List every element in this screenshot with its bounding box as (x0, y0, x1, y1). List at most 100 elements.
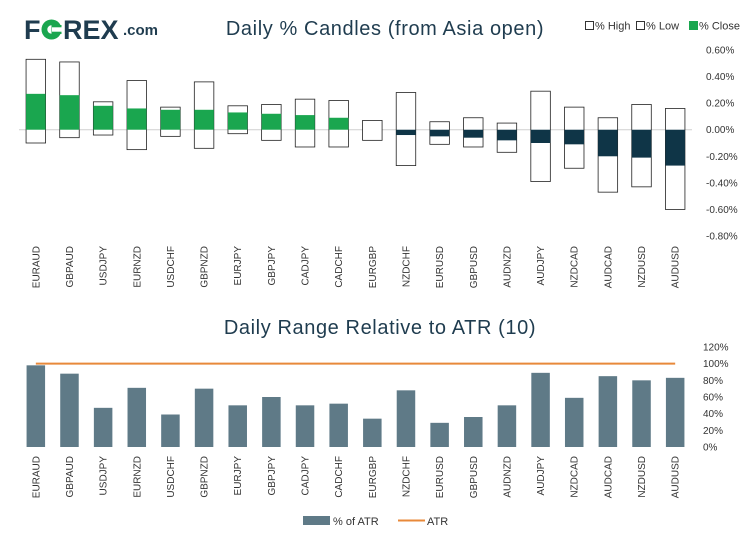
candles-x-tick-eurnzd: EURNZD (132, 246, 143, 288)
atr-x-tick-audusd: AUDUSD (671, 456, 682, 498)
candles-x-tick-cadchf: CADCHF (334, 246, 345, 288)
candle-audjpy[interactable] (530, 90, 551, 182)
candle-close-body (429, 129, 450, 137)
candles-x-tick-audnzd: AUDNZD (502, 246, 513, 288)
atr-bar-audcad[interactable] (598, 376, 618, 447)
atr-bar-gbpaud[interactable] (60, 373, 79, 447)
atr-bar-audnzd[interactable] (497, 405, 517, 447)
candle-audusd[interactable] (665, 108, 686, 210)
atr-bar-nzdchf[interactable] (396, 390, 416, 447)
atr-x-tick-nzdchf: NZDCHF (401, 456, 412, 497)
candle-close-body (396, 129, 416, 136)
atr-bar-eurjpy[interactable] (228, 405, 247, 447)
candles-legend: % High % Low % Close (585, 21, 740, 33)
candle-nzdchf[interactable] (395, 92, 417, 166)
atr-x-tick-usdjpy: USDJPY (99, 456, 110, 496)
atr-x-axis: EURAUD GBPAUD USDJPY EURNZD USDCHF GBPNZD EURJ… (31, 456, 681, 499)
candles-x-tick-nzdcad: NZDCAD (570, 246, 581, 288)
atr-legend: % of ATR ATR (303, 516, 448, 528)
legend-high-label: % High (595, 21, 630, 33)
atr-bar-gbpusd[interactable] (464, 417, 483, 447)
candle-cadjpy[interactable] (294, 98, 316, 148)
legend-pct-atr-swatch (303, 516, 330, 525)
candles-x-tick-eurjpy: EURJPY (233, 246, 244, 286)
candles-x-tick-nzdchf: NZDCHF (401, 246, 412, 287)
atr-bar-audjpy[interactable] (531, 372, 550, 447)
atr-x-tick-usdchf: USDCHF (166, 456, 177, 498)
candle-close-body (160, 109, 181, 130)
candles-chart-title: Daily % Candles (from Asia open) (226, 18, 544, 40)
legend-high-swatch (585, 21, 594, 30)
atr-bar-eurnzd[interactable] (127, 387, 147, 447)
atr-bar-gbpnzd[interactable] (194, 388, 214, 447)
atr-bar-audusd[interactable] (665, 377, 685, 447)
atr-y-tick-label: 120% (703, 343, 729, 354)
candle-close-body (26, 93, 46, 130)
candles-y-tick-label: 0.00% (706, 125, 734, 136)
logo-letter-f: F (24, 15, 41, 45)
atr-x-tick-audcad: AUDCAD (603, 456, 614, 498)
legend-close-swatch (689, 21, 698, 30)
atr-bar-nzdusd[interactable] (632, 380, 651, 447)
atr-y-axis: 120% 100% 80% 60% 40% 20% 0% (703, 343, 729, 454)
candle-gbpusd[interactable] (463, 117, 484, 148)
candle-close-body (598, 129, 618, 157)
candle-gbpaud[interactable] (59, 61, 80, 139)
atr-bar-gbpjpy[interactable] (262, 397, 281, 447)
candle-range-box (362, 120, 383, 141)
candle-range-box (395, 92, 417, 166)
candle-usdjpy[interactable] (92, 101, 114, 136)
candle-audnzd[interactable] (496, 122, 518, 153)
forex-logo[interactable]: F REX .com (24, 15, 158, 45)
candle-usdchf[interactable] (160, 106, 181, 137)
candle-eurnzd[interactable] (126, 80, 147, 151)
candles-x-tick-gbpaud: GBPAUD (65, 246, 76, 288)
candles-y-tick-label: -0.80% (706, 232, 738, 243)
atr-x-tick-nzdcad: NZDCAD (570, 456, 581, 498)
atr-bar-usdjpy[interactable] (93, 407, 113, 447)
candle-audcad[interactable] (597, 117, 619, 193)
legend-close-label: % Close (699, 21, 740, 33)
candle-gbpnzd[interactable] (193, 81, 215, 149)
candles-x-tick-gbpjpy: GBPJPY (267, 246, 278, 286)
atr-x-tick-cadjpy: CADJPY (301, 456, 312, 496)
candles-x-tick-audusd: AUDUSD (671, 246, 682, 288)
atr-y-tick-label: 60% (703, 393, 723, 404)
candles-x-tick-nzdusd: NZDUSD (637, 246, 648, 288)
atr-chart-title: Daily Range Relative to ATR (10) (224, 317, 536, 339)
atr-bar-usdchf[interactable] (161, 414, 180, 448)
candle-eurusd[interactable] (429, 121, 450, 145)
candle-eurjpy[interactable] (227, 105, 248, 135)
atr-x-tick-eurusd: EURUSD (435, 456, 446, 498)
atr-y-tick-label: 0% (703, 443, 718, 454)
candle-close-body (497, 129, 517, 141)
atr-bar-eurgbp[interactable] (363, 418, 382, 447)
legend-pct-atr-label: % of ATR (333, 516, 379, 528)
atr-y-tick-label: 20% (703, 426, 723, 437)
legend-low-label: % Low (646, 21, 679, 33)
atr-bar-euraud[interactable] (26, 365, 46, 447)
candle-eurgbp[interactable] (362, 120, 383, 141)
candle-close-body (631, 129, 652, 158)
candles-y-tick-label: 0.60% (706, 46, 734, 57)
atr-y-tick-label: 40% (703, 409, 723, 420)
logo-o-icon (41, 19, 62, 40)
candles-x-tick-gbpusd: GBPUSD (469, 246, 480, 288)
atr-bar-nzdcad[interactable] (564, 397, 584, 447)
candles-y-tick-label: -0.60% (706, 205, 738, 216)
candle-close-body (295, 115, 315, 130)
atr-x-tick-gbpjpy: GBPJPY (267, 456, 278, 496)
candles-x-tick-eurgbp: EURGBP (368, 246, 379, 289)
atr-bar-eurusd[interactable] (430, 422, 449, 447)
atr-bar-cadchf[interactable] (329, 403, 348, 447)
candle-nzdcad[interactable] (564, 106, 585, 169)
candles-x-tick-usdchf: USDCHF (166, 246, 177, 288)
candle-nzdusd[interactable] (631, 104, 652, 188)
candle-euraud[interactable] (25, 58, 46, 144)
candle-gbpjpy[interactable] (261, 104, 282, 141)
atr-bar-cadjpy[interactable] (295, 405, 315, 447)
candle-cadchf[interactable] (328, 100, 349, 148)
candles-x-tick-audjpy: AUDJPY (536, 246, 547, 286)
logo-suffix: .com (123, 22, 158, 39)
